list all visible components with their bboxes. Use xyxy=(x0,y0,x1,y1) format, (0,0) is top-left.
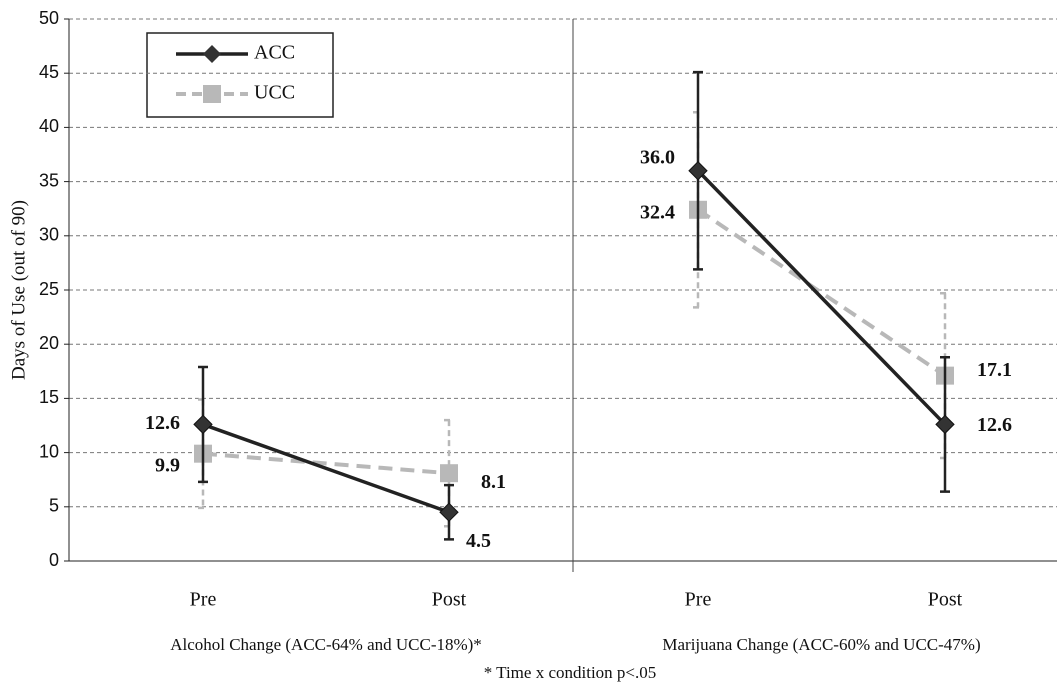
footnote: * Time x condition p<.05 xyxy=(484,663,657,682)
value-label: 8.1 xyxy=(481,471,506,493)
y-tick-label: 35 xyxy=(39,170,59,190)
x-tick-label: Pre xyxy=(190,589,217,611)
y-tick-label: 20 xyxy=(39,333,59,353)
marker xyxy=(688,161,708,181)
x-tick-label: Post xyxy=(928,589,963,611)
legend-label: UCC xyxy=(254,82,295,104)
value-label: 9.9 xyxy=(155,454,180,476)
legend-marker xyxy=(203,85,221,103)
y-tick-label: 45 xyxy=(39,62,59,82)
series-line xyxy=(202,422,450,514)
legend-box xyxy=(146,32,334,118)
y-tick-label: 40 xyxy=(39,116,59,136)
series-line xyxy=(696,169,947,426)
marker xyxy=(935,414,955,435)
value-label: 32.4 xyxy=(640,201,675,223)
series-line xyxy=(202,451,450,476)
y-axis-label: Days of Use (out of 90) xyxy=(8,200,29,380)
y-tick-label: 15 xyxy=(39,387,59,407)
legend-marker xyxy=(203,45,221,63)
y-tick-label: 0 xyxy=(49,550,59,570)
group-label: Alcohol Change (ACC-64% and UCC-18%)* xyxy=(170,635,482,654)
x-tick-label: Post xyxy=(432,589,467,611)
series-line xyxy=(696,208,947,378)
y-tick-label: 30 xyxy=(39,225,59,245)
group-label: Marijuana Change (ACC-60% and UCC-47%) xyxy=(662,635,980,654)
value-label: 36.0 xyxy=(640,146,675,168)
value-label: 12.6 xyxy=(977,414,1012,436)
y-tick-label: 50 xyxy=(39,8,59,28)
x-tick-label: Pre xyxy=(685,589,712,611)
marker xyxy=(440,464,458,483)
legend-label: ACC xyxy=(254,42,295,64)
y-tick-label: 25 xyxy=(39,279,59,299)
value-label: 17.1 xyxy=(977,359,1012,381)
marker xyxy=(193,414,213,435)
marker xyxy=(439,502,459,522)
value-label: 4.5 xyxy=(466,530,491,552)
y-tick-label: 10 xyxy=(39,441,59,461)
value-label: 12.6 xyxy=(145,412,180,434)
y-tick-label: 5 xyxy=(49,496,59,516)
